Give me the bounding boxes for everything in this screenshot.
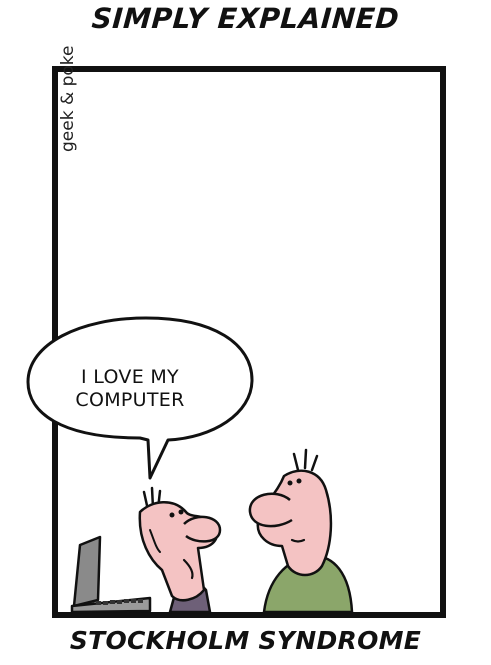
character-left	[138, 486, 222, 614]
speech-bubble	[26, 316, 254, 480]
speech-bubble-text: I LOVE MY COMPUTER	[40, 366, 220, 412]
character-right	[248, 448, 354, 614]
comic-caption: STOCKHOLM SYNDROME	[69, 626, 422, 655]
speech-line-2: COMPUTER	[75, 389, 185, 411]
computer-monitor	[70, 535, 152, 614]
speech-line-1: I LOVE MY	[81, 366, 179, 388]
